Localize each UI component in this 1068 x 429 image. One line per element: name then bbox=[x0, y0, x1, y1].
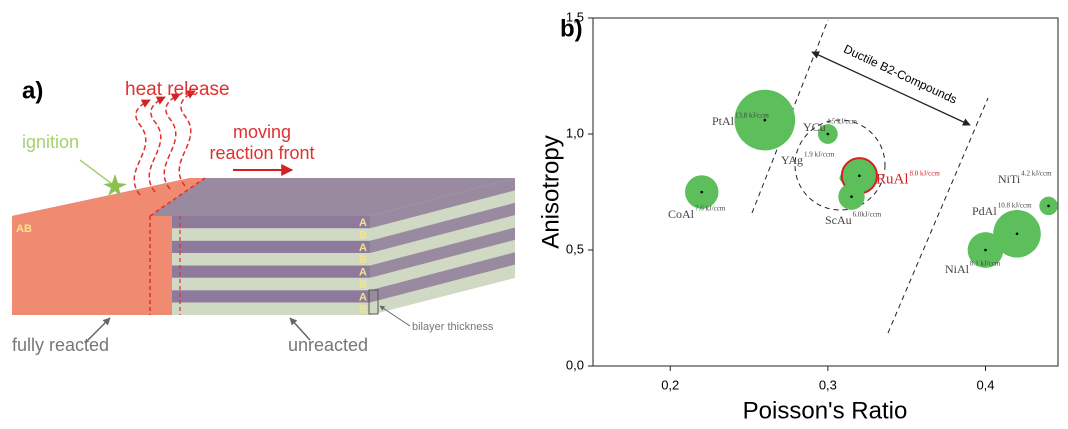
layer bbox=[172, 241, 370, 253]
bubble-center bbox=[1016, 232, 1019, 235]
size-label: 4.5 kJ/ccm bbox=[827, 118, 858, 126]
layer-label: A bbox=[359, 217, 367, 229]
layer-label: A bbox=[359, 267, 367, 279]
page: {"panel_a": {"label": "a)", "heat_releas… bbox=[0, 0, 1068, 429]
size-label: 8.0 kJ/ccm bbox=[910, 170, 941, 178]
size-label: 13.8 kJ/ccm bbox=[735, 112, 769, 120]
point-label: YAg bbox=[781, 153, 803, 167]
layer-label: A bbox=[359, 242, 367, 254]
bubble-center bbox=[827, 133, 830, 136]
layer bbox=[172, 290, 370, 302]
layer-label: B bbox=[359, 254, 367, 266]
size-label: 8.1 kJ/ccm bbox=[970, 260, 1001, 268]
ignition-pointer bbox=[80, 160, 112, 184]
layer-label: B bbox=[359, 304, 367, 316]
point-label: PdAl bbox=[972, 204, 997, 218]
y-axis-label: Anisotropy bbox=[537, 135, 564, 248]
size-label: 7.6 kJ/ccm bbox=[695, 205, 726, 213]
point-label: YCu bbox=[803, 120, 826, 134]
panel-label: a) bbox=[22, 77, 43, 104]
reacted-label: AB bbox=[16, 223, 32, 235]
front-label: moving bbox=[233, 122, 291, 142]
multilayer-block bbox=[12, 178, 515, 315]
point-label: CoAl bbox=[668, 207, 695, 221]
layer bbox=[172, 228, 370, 240]
y-tick-label: 1,0 bbox=[566, 125, 584, 140]
point-label: ScAu bbox=[825, 213, 852, 227]
layer-label: B bbox=[359, 279, 367, 291]
front-label: reaction front bbox=[209, 143, 314, 163]
figure: a) heat release ignition moving reaction… bbox=[0, 0, 1068, 429]
layer bbox=[172, 278, 370, 290]
x-tick-label: 0,4 bbox=[976, 377, 994, 392]
x-tick-label: 0,3 bbox=[819, 377, 837, 392]
plot-frame bbox=[593, 18, 1058, 366]
point-label: NiTi bbox=[998, 172, 1021, 186]
layer bbox=[172, 303, 370, 315]
bubble-center bbox=[858, 174, 861, 177]
point-label: NiAl bbox=[945, 262, 970, 276]
point-label: RuAl bbox=[876, 171, 909, 187]
x-tick-label: 0,2 bbox=[661, 377, 679, 392]
size-label: 1.9 kJ/ccm bbox=[804, 151, 835, 159]
heat-release-label: heat release bbox=[125, 79, 230, 100]
ignition-label: ignition bbox=[22, 132, 79, 152]
bubble-center bbox=[850, 195, 853, 198]
unreacted-label: unreacted bbox=[288, 335, 368, 355]
size-label: 6.0kJ/ccm bbox=[853, 211, 882, 219]
layer bbox=[172, 253, 370, 265]
x-axis-label: Poisson's Ratio bbox=[743, 397, 908, 424]
fully-reacted-label: fully reacted bbox=[12, 335, 109, 355]
y-tick-label: 1,5 bbox=[566, 9, 584, 24]
bubble-center bbox=[700, 191, 703, 194]
bubble-center bbox=[984, 249, 987, 252]
size-label: 10.8 kJ/ccm bbox=[998, 202, 1032, 210]
bilayer-label: bilayer thickness bbox=[412, 321, 494, 333]
bubble-center bbox=[1047, 205, 1050, 208]
layer bbox=[172, 266, 370, 278]
y-tick-label: 0,5 bbox=[566, 241, 584, 256]
layer-label: A bbox=[359, 291, 367, 303]
layer-label: B bbox=[359, 229, 367, 241]
pointer bbox=[380, 306, 410, 326]
point-label: PtAl bbox=[712, 114, 735, 128]
layer bbox=[172, 216, 370, 228]
y-tick-label: 0,0 bbox=[566, 357, 584, 372]
size-label: 4.2 kJ/ccm bbox=[1021, 170, 1052, 178]
